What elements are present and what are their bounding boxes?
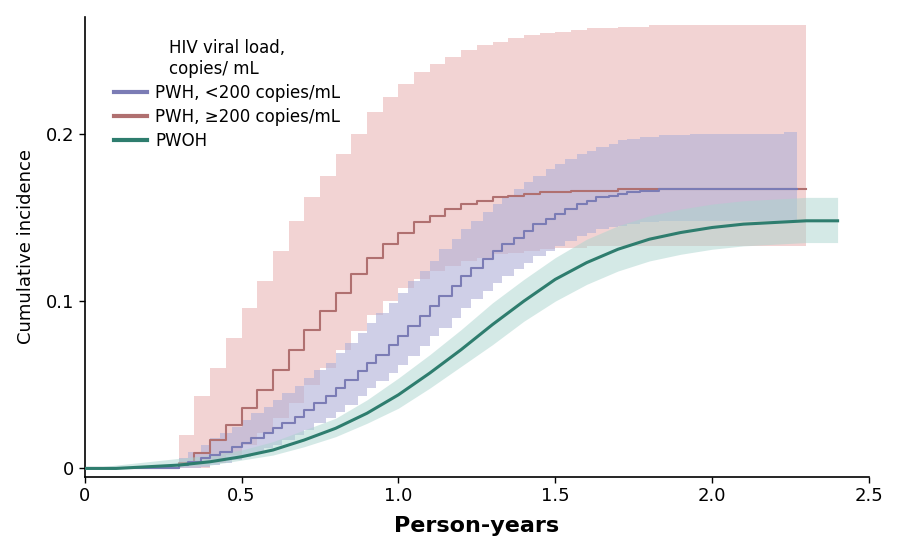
X-axis label: Person-years: Person-years	[394, 517, 560, 536]
Y-axis label: Cumulative incidence: Cumulative incidence	[17, 149, 35, 344]
Legend: PWH, <200 copies/mL, PWH, ≥200 copies/mL, PWOH: PWH, <200 copies/mL, PWH, ≥200 copies/mL…	[109, 34, 346, 154]
